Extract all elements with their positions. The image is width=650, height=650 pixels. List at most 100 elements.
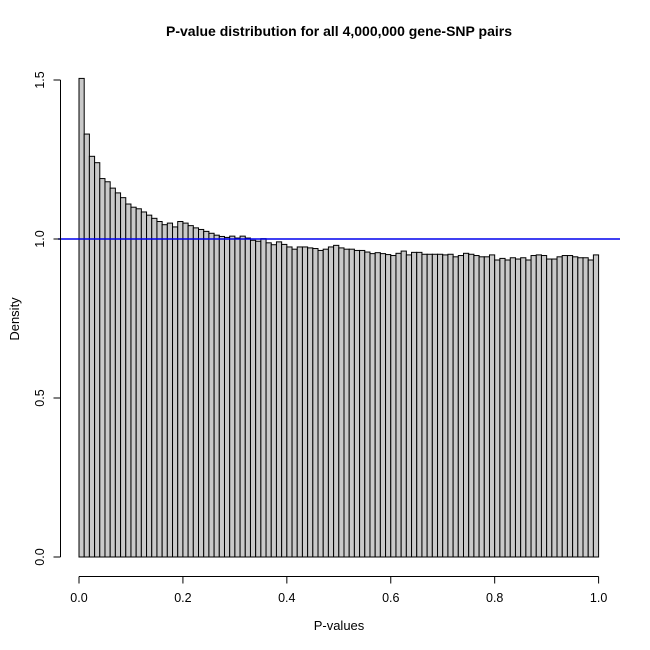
- histogram-bar: [94, 162, 101, 558]
- histogram-bar: [520, 257, 527, 558]
- histogram-bar: [239, 235, 246, 558]
- histogram-bar: [421, 253, 428, 558]
- histogram-bar: [223, 236, 231, 558]
- histogram-bar: [307, 247, 314, 558]
- histogram-bar: [426, 253, 433, 558]
- y-tick-label: 0.0: [33, 548, 47, 565]
- histogram-bar: [400, 250, 407, 558]
- histogram-bar: [556, 256, 563, 558]
- histogram-bar: [572, 256, 579, 558]
- histogram-bar: [125, 203, 132, 558]
- histogram-bar: [437, 253, 444, 558]
- histogram-bar: [317, 249, 324, 558]
- x-axis-label: P-values: [314, 618, 365, 633]
- histogram-bar: [343, 248, 350, 558]
- histogram-bar: [255, 240, 262, 558]
- x-tick-label: 0.4: [278, 591, 295, 605]
- histogram-bar: [416, 251, 423, 558]
- histogram-bar: [88, 155, 96, 558]
- histogram-bar: [83, 133, 90, 558]
- histogram-bar: [348, 248, 355, 558]
- histogram-bar: [369, 253, 376, 558]
- histogram-bar: [411, 251, 418, 558]
- x-tick-label: 0.8: [486, 591, 503, 605]
- histogram-bar: [566, 255, 574, 558]
- histogram-bar: [270, 244, 277, 558]
- histogram-bar: [177, 221, 184, 558]
- x-tick-label: 1.0: [590, 591, 607, 605]
- histogram-bar: [249, 239, 257, 558]
- histogram-bar: [483, 256, 490, 558]
- y-axis-label: Density: [7, 297, 22, 341]
- histogram-bar: [275, 241, 283, 558]
- histogram-bar: [504, 259, 511, 558]
- y-tick-label: 1.5: [33, 71, 47, 88]
- histogram-bar: [151, 217, 158, 558]
- histogram-bar: [120, 197, 127, 558]
- histogram-bar: [192, 227, 200, 558]
- histogram-bar: [535, 254, 542, 558]
- histogram-bar: [385, 254, 392, 558]
- x-tick-label: 0.6: [382, 591, 399, 605]
- histogram-bar: [530, 255, 537, 558]
- histogram-bar: [390, 255, 397, 558]
- histogram-bar: [286, 246, 293, 558]
- x-tick-label: 0.0: [70, 591, 87, 605]
- histogram-bar: [135, 208, 142, 558]
- histogram-bar: [338, 247, 345, 558]
- histogram-bar: [327, 246, 335, 558]
- histogram-bar: [551, 258, 558, 558]
- histogram-bar: [182, 222, 189, 558]
- histogram-bar: [208, 232, 215, 558]
- histogram-bar: [395, 252, 402, 558]
- histogram-bars: [78, 77, 600, 558]
- histogram-bar: [447, 253, 454, 558]
- histogram-bar: [499, 257, 506, 558]
- histogram-bar: [99, 178, 106, 558]
- histogram-bar: [312, 248, 319, 558]
- histogram-bar: [463, 252, 470, 558]
- histogram-bar: [281, 243, 288, 558]
- histogram-bar: [379, 253, 387, 558]
- histogram-bar: [146, 214, 153, 558]
- histogram-bar: [265, 242, 272, 558]
- y-tick-label: 1.0: [33, 230, 47, 247]
- histogram-bar: [359, 249, 366, 558]
- histogram-bar: [260, 238, 267, 558]
- histogram-bar: [561, 255, 568, 558]
- histogram-bar: [130, 206, 137, 558]
- x-axis: 0.0 0.2 0.4 0.6 0.8 1.0: [70, 576, 607, 605]
- histogram-bar: [213, 234, 220, 558]
- histogram-bar: [198, 228, 205, 558]
- histogram-bar: [78, 77, 85, 558]
- histogram-bar: [457, 255, 465, 558]
- x-tick-label: 0.2: [174, 591, 191, 605]
- y-axis: 0.0 0.5 1.0 1.5: [33, 71, 61, 566]
- histogram-bar: [229, 235, 236, 558]
- histogram-bar: [473, 255, 480, 558]
- histogram-bar: [109, 187, 116, 558]
- histogram-bar: [374, 252, 381, 558]
- histogram-bar: [104, 181, 111, 558]
- histogram-bar: [582, 257, 589, 558]
- histogram-bar: [494, 259, 501, 558]
- histogram-bar: [587, 259, 594, 558]
- histogram-bar: [203, 230, 210, 558]
- histogram-bar: [488, 254, 496, 558]
- histogram-bar: [353, 249, 361, 558]
- histogram-bar: [187, 225, 194, 558]
- histogram-bar: [333, 244, 340, 558]
- histogram-bar: [452, 256, 459, 558]
- y-tick-label: 0.5: [33, 389, 47, 406]
- histogram-bar: [301, 246, 309, 558]
- histogram-bar: [478, 256, 485, 558]
- histogram-bar: [577, 257, 584, 558]
- histogram-bar: [140, 211, 148, 558]
- histogram-bar: [364, 251, 371, 558]
- histogram-bar: [514, 258, 522, 558]
- histogram-bar: [525, 259, 532, 558]
- histogram-bar: [244, 237, 251, 558]
- histogram-bar: [540, 255, 548, 558]
- histogram-bar: [296, 246, 303, 558]
